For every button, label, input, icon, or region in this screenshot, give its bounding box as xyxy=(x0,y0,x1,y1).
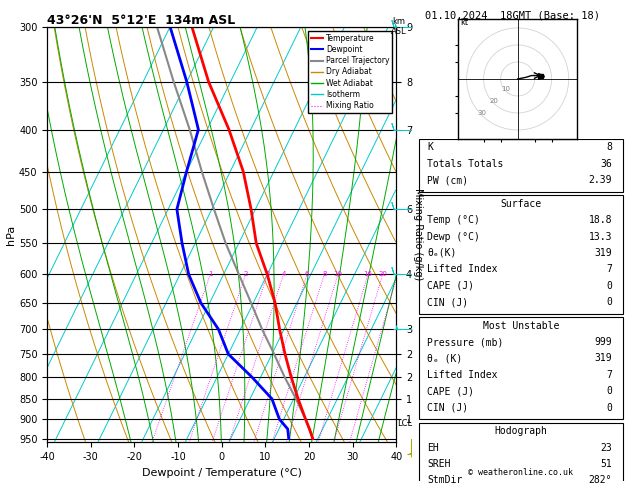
Text: Hodograph: Hodograph xyxy=(494,426,547,436)
Text: 20: 20 xyxy=(489,98,498,104)
Text: 1: 1 xyxy=(208,271,213,278)
Y-axis label: hPa: hPa xyxy=(6,225,16,244)
Text: Surface: Surface xyxy=(500,199,542,208)
Text: EH: EH xyxy=(428,443,439,452)
Text: 7: 7 xyxy=(606,370,612,380)
Text: 43°26'N  5°12'E  134m ASL: 43°26'N 5°12'E 134m ASL xyxy=(47,14,235,27)
Text: StmDir: StmDir xyxy=(428,475,463,486)
Text: θₑ (K): θₑ (K) xyxy=(428,353,463,364)
Text: θₑ(K): θₑ(K) xyxy=(428,248,457,258)
Text: K: K xyxy=(428,142,433,153)
Text: 0: 0 xyxy=(606,281,612,291)
Text: 13.3: 13.3 xyxy=(589,231,612,242)
Text: LCL: LCL xyxy=(398,418,413,428)
Text: 36: 36 xyxy=(601,159,612,169)
Text: Lifted Index: Lifted Index xyxy=(428,370,498,380)
Text: Lifted Index: Lifted Index xyxy=(428,264,498,275)
Text: 2: 2 xyxy=(243,271,248,278)
Text: kt: kt xyxy=(460,17,468,27)
Text: Dewp (°C): Dewp (°C) xyxy=(428,231,481,242)
Text: 20: 20 xyxy=(378,271,387,278)
Text: 7: 7 xyxy=(606,264,612,275)
Text: Temp (°C): Temp (°C) xyxy=(428,215,481,225)
Text: 8: 8 xyxy=(606,142,612,153)
Bar xyxy=(419,195,623,314)
Text: km
ASL: km ASL xyxy=(391,17,406,36)
Text: 999: 999 xyxy=(594,337,612,347)
Text: PW (cm): PW (cm) xyxy=(428,175,469,185)
Y-axis label: Mixing Ratio (g/kg): Mixing Ratio (g/kg) xyxy=(413,189,423,280)
Text: 2.39: 2.39 xyxy=(589,175,612,185)
Text: SREH: SREH xyxy=(428,459,451,469)
Text: 10: 10 xyxy=(501,86,510,92)
Legend: Temperature, Dewpoint, Parcel Trajectory, Dry Adiabat, Wet Adiabat, Isotherm, Mi: Temperature, Dewpoint, Parcel Trajectory… xyxy=(308,31,392,113)
Text: 3: 3 xyxy=(265,271,270,278)
Text: 282°: 282° xyxy=(589,475,612,486)
Text: CIN (J): CIN (J) xyxy=(428,403,469,413)
Text: Totals Totals: Totals Totals xyxy=(428,159,504,169)
Bar xyxy=(419,139,623,192)
Text: 0: 0 xyxy=(606,403,612,413)
Text: 0: 0 xyxy=(606,297,612,307)
Text: © weatheronline.co.uk: © weatheronline.co.uk xyxy=(469,468,573,477)
Text: 01.10.2024  18GMT (Base: 18): 01.10.2024 18GMT (Base: 18) xyxy=(425,11,600,21)
Text: 0: 0 xyxy=(606,386,612,397)
Text: Pressure (mb): Pressure (mb) xyxy=(428,337,504,347)
Text: Most Unstable: Most Unstable xyxy=(482,321,559,330)
Bar xyxy=(419,423,623,486)
Text: 4: 4 xyxy=(281,271,286,278)
X-axis label: Dewpoint / Temperature (°C): Dewpoint / Temperature (°C) xyxy=(142,468,302,478)
Bar xyxy=(419,317,623,419)
Text: 16: 16 xyxy=(364,271,372,278)
Text: CIN (J): CIN (J) xyxy=(428,297,469,307)
Text: 51: 51 xyxy=(601,459,612,469)
Text: 319: 319 xyxy=(594,353,612,364)
Text: CAPE (J): CAPE (J) xyxy=(428,386,474,397)
Text: 30: 30 xyxy=(477,110,486,116)
Text: 8: 8 xyxy=(322,271,326,278)
Text: 18.8: 18.8 xyxy=(589,215,612,225)
Text: 10: 10 xyxy=(333,271,343,278)
Text: 6: 6 xyxy=(305,271,309,278)
Text: CAPE (J): CAPE (J) xyxy=(428,281,474,291)
Text: 23: 23 xyxy=(601,443,612,452)
Text: 319: 319 xyxy=(594,248,612,258)
